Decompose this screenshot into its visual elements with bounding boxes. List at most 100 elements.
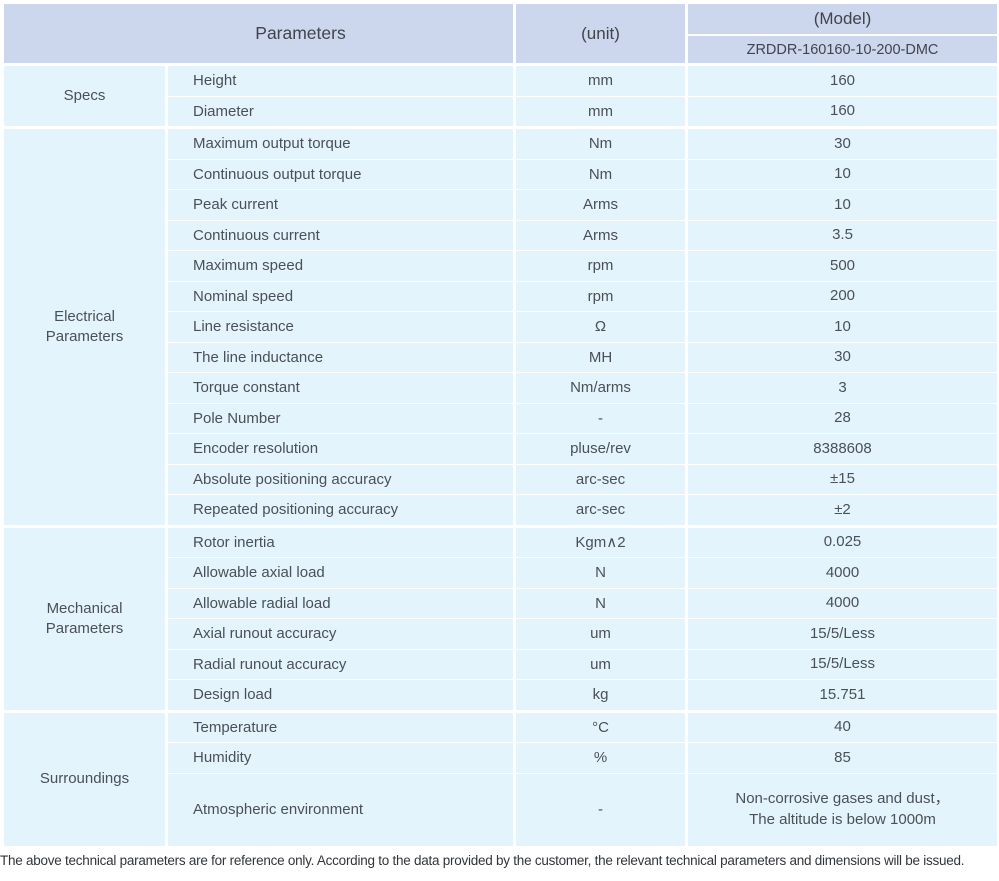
cell-unit: mm	[516, 96, 685, 126]
cell-value: 160	[688, 66, 997, 96]
cell-parameter: Temperature	[168, 712, 513, 742]
table-row: Height mm 160	[168, 66, 997, 96]
cell-parameter: Rotor inertia	[168, 527, 513, 557]
cell-unit: N	[516, 558, 685, 588]
section-label: Surroundings	[4, 712, 165, 846]
cell-parameter: Maximum speed	[168, 251, 513, 281]
cell-value: ±15	[688, 464, 997, 494]
header-model-column: (Model) ZRDDR-160160-10-200-DMC	[688, 4, 997, 63]
table-row: Axial runout accuracy um 15/5/Less	[168, 619, 997, 649]
section-rows: Rotor inertia Kgm∧2 0.025 Allowable axial l…	[168, 527, 997, 710]
table-row: Continuous current Arms 3.5	[168, 220, 997, 250]
cell-parameter: Continuous output torque	[168, 159, 513, 189]
cell-parameter: Absolute positioning accuracy	[168, 464, 513, 494]
cell-unit: Arms	[516, 220, 685, 250]
section-label: Electrical Parameters	[4, 129, 165, 525]
cell-unit: -	[516, 773, 685, 846]
table-row: Peak current Arms 10	[168, 190, 997, 220]
cell-parameter: Allowable radial load	[168, 588, 513, 618]
cell-unit: arc-sec	[516, 495, 685, 525]
cell-parameter: Continuous current	[168, 220, 513, 250]
cell-value: 28	[688, 403, 997, 433]
table-row: Continuous output torque Nm 10	[168, 159, 997, 189]
cell-parameter: Torque constant	[168, 373, 513, 403]
cell-unit: Ω	[516, 312, 685, 342]
cell-unit: N	[516, 588, 685, 618]
section-electrical-parameters: Electrical Parameters Maximum output torq…	[4, 129, 997, 525]
cell-value: 15/5/Less	[688, 619, 997, 649]
section-specs: Specs Height mm 160 Diameter mm 160	[4, 66, 997, 126]
cell-value: 3.5	[688, 220, 997, 250]
cell-value: 500	[688, 251, 997, 281]
section-rows: Temperature °C 40 Humidity% 85 Atmospheric en…	[168, 712, 997, 846]
cell-parameter: The line inductance	[168, 342, 513, 372]
table-row: Rotor inertia Kgm∧2 0.025	[168, 527, 997, 557]
cell-value: ±2	[688, 495, 997, 525]
cell-value: 4000	[688, 588, 997, 618]
cell-unit: °C	[516, 712, 685, 742]
table-row: Absolute positioning accuracy arc-sec ±15	[168, 464, 997, 494]
cell-unit: -	[516, 403, 685, 433]
cell-parameter: Pole Number	[168, 403, 513, 433]
cell-parameter: Peak current	[168, 190, 513, 220]
cell-parameter: Maximum output torque	[168, 129, 513, 159]
cell-parameter: Atmospheric environment	[168, 773, 513, 846]
cell-value: 200	[688, 281, 997, 311]
cell-parameter: Allowable axial load	[168, 558, 513, 588]
cell-unit: arc-sec	[516, 464, 685, 494]
section-mechanical-parameters: Mechanical Parameters Rotor inertia Kgm∧2 0…	[4, 527, 997, 710]
model-code: ZRDDR-160160-10-200-DMC	[688, 36, 997, 63]
table-row: Encoder resolution pluse/rev 8388608	[168, 434, 997, 464]
table-row: Line resistance Ω 10	[168, 312, 997, 342]
cell-value: 160	[688, 96, 997, 126]
table-row: Pole Number -28	[168, 403, 997, 433]
cell-value: 10	[688, 190, 997, 220]
cell-unit: Nm/arms	[516, 373, 685, 403]
cell-value: 3	[688, 373, 997, 403]
table-row: Temperature °C 40	[168, 712, 997, 742]
parameters-table: Parameters (unit) (Model) ZRDDR-160160-1…	[4, 4, 997, 846]
footnote: The above technical parameters are for r…	[0, 853, 965, 868]
cell-parameter: Axial runout accuracy	[168, 619, 513, 649]
table-row: Torque constant Nm/arms 3	[168, 373, 997, 403]
cell-value: Non-corrosive gases and dust， The altitu…	[688, 773, 997, 846]
cell-unit: pluse/rev	[516, 434, 685, 464]
cell-unit: rpm	[516, 281, 685, 311]
table-row: Humidity% 85	[168, 743, 997, 773]
section-label: Specs	[4, 66, 165, 126]
table-header-row: Parameters (unit) (Model) ZRDDR-160160-1…	[4, 4, 997, 63]
table-row: Diameter mm 160	[168, 96, 997, 126]
table-row: Atmospheric environment - Non-corrosive ga…	[168, 773, 997, 846]
table-row: Maximum speed rpm 500	[168, 251, 997, 281]
cell-value: 10	[688, 312, 997, 342]
header-unit: (unit)	[516, 4, 685, 63]
cell-value: 15.751	[688, 680, 997, 710]
cell-unit: Nm	[516, 159, 685, 189]
table-row: Repeated positioning accuracy arc-sec ±2	[168, 495, 997, 525]
cell-unit: Kgm∧2	[516, 527, 685, 557]
cell-parameter: Nominal speed	[168, 281, 513, 311]
table-row: Design load kg 15.751	[168, 680, 997, 710]
section-surroundings: Surroundings Temperature °C 40 Humidity% 85 At…	[4, 712, 997, 846]
cell-parameter: Diameter	[168, 96, 513, 126]
cell-parameter: Repeated positioning accuracy	[168, 495, 513, 525]
section-rows: Maximum output torque Nm 30 Continuous outp…	[168, 129, 997, 525]
table-row: Radial runout accuracy um 15/5/Less	[168, 649, 997, 679]
cell-parameter: Height	[168, 66, 513, 96]
cell-value: 85	[688, 743, 997, 773]
cell-unit: Arms	[516, 190, 685, 220]
cell-unit: um	[516, 619, 685, 649]
section-rows: Height mm 160 Diameter mm 160	[168, 66, 997, 126]
table-row: Allowable axial load N 4000	[168, 558, 997, 588]
table-row: The line inductance MH 30	[168, 342, 997, 372]
cell-unit: kg	[516, 680, 685, 710]
table-row: Nominal speed rpm 200	[168, 281, 997, 311]
cell-parameter: Humidity	[168, 743, 513, 773]
cell-unit: mm	[516, 66, 685, 96]
cell-unit: um	[516, 649, 685, 679]
cell-unit: Nm	[516, 129, 685, 159]
cell-value: 10	[688, 159, 997, 189]
table-row: Maximum output torque Nm 30	[168, 129, 997, 159]
header-parameters: Parameters	[4, 4, 513, 63]
cell-value: 8388608	[688, 434, 997, 464]
